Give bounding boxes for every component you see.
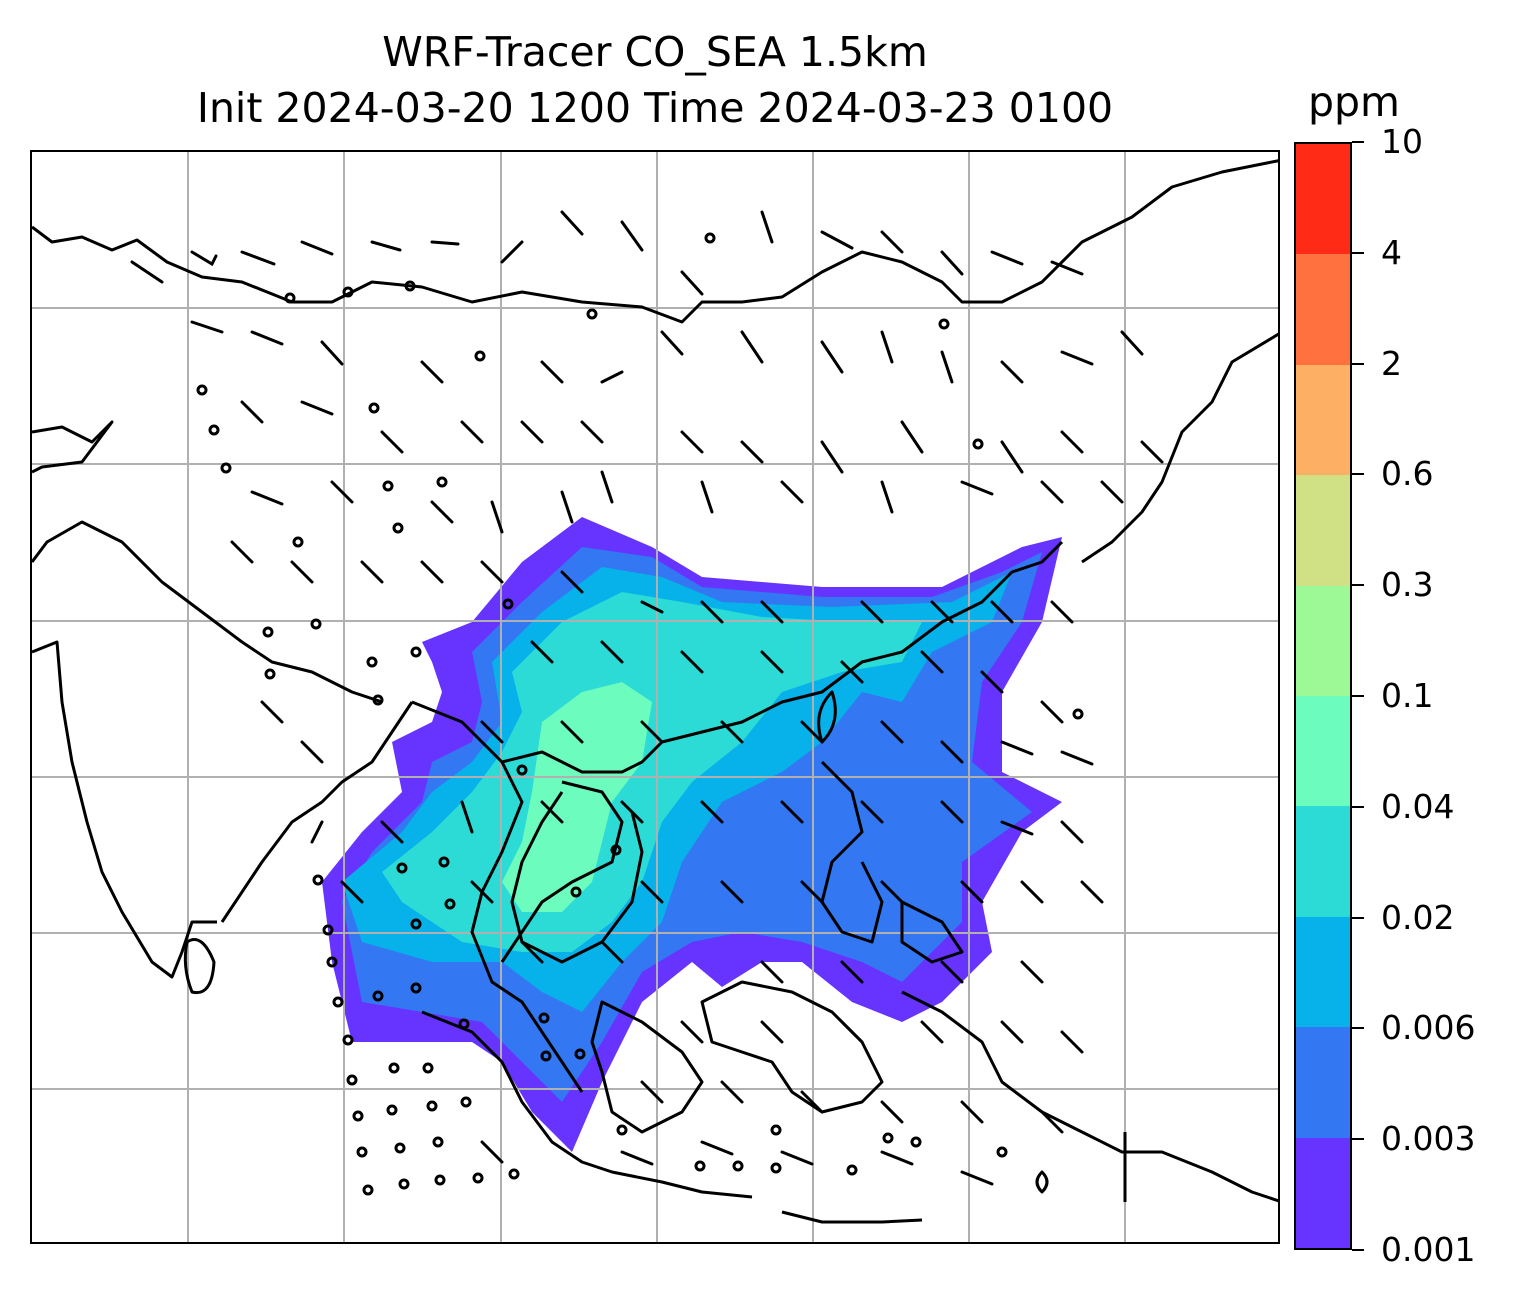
colorbar-segment [1296, 254, 1350, 365]
colorbar-tick [1352, 251, 1364, 254]
colorbar-unit-label: ppm [1308, 78, 1400, 126]
map-canvas [32, 152, 1278, 1242]
colorbar-tick [1352, 362, 1364, 365]
colorbar-tick [1352, 584, 1364, 587]
map-gridlines [32, 152, 1278, 1242]
colorbar-tick-label: 0.3 [1381, 565, 1434, 605]
colorbar-tick-label: 4 [1381, 232, 1402, 272]
colorbar-tick-label: 0.02 [1381, 897, 1455, 937]
colorbar-segment [1296, 475, 1350, 586]
colorbar-tick [1352, 805, 1364, 808]
colorbar-tick-label: 0.6 [1381, 454, 1434, 494]
map-title-line2: Init 2024-03-20 1200 Time 2024-03-23 010… [196, 84, 1114, 132]
colorbar-tick-label: 2 [1381, 343, 1402, 383]
colorbar-tick [1352, 695, 1364, 697]
colorbar-segment [1296, 1137, 1350, 1248]
colorbar-tick-label: 0.04 [1381, 786, 1455, 826]
calm-wind-markers [196, 232, 1084, 1196]
colorbar [1294, 142, 1352, 1250]
colorbar-segment [1296, 364, 1350, 476]
colorbar-segment [1296, 806, 1350, 917]
map-title-line1: WRF-Tracer CO_SEA 1.5km [382, 28, 928, 76]
colorbar-tick-label: 0.001 [1381, 1230, 1476, 1269]
tracer-concentration-field [322, 517, 1062, 1152]
colorbar-tick-label: 10 [1381, 122, 1423, 161]
colorbar-segment [1296, 585, 1350, 696]
coastlines-and-borders [32, 159, 1278, 1224]
colorbar-tick-label: 0.003 [1381, 1119, 1476, 1159]
colorbar-tick [1352, 141, 1364, 143]
colorbar-tick-label: 0.1 [1381, 676, 1434, 715]
map-panel [30, 150, 1280, 1244]
colorbar-tick [1352, 1249, 1364, 1251]
colorbar-segment [1296, 1027, 1350, 1138]
colorbar-tick-label: 0.006 [1381, 1008, 1476, 1048]
colorbar-segment [1296, 695, 1350, 807]
colorbar-tick [1352, 1138, 1364, 1141]
colorbar-tick [1352, 1027, 1364, 1030]
wind-barbs [130, 210, 1164, 1186]
colorbar-tick [1352, 473, 1364, 476]
colorbar-segment [1296, 916, 1350, 1028]
concentration-level-0.04 [502, 682, 652, 912]
colorbar-tick [1352, 916, 1364, 919]
colorbar-segment [1296, 143, 1350, 255]
